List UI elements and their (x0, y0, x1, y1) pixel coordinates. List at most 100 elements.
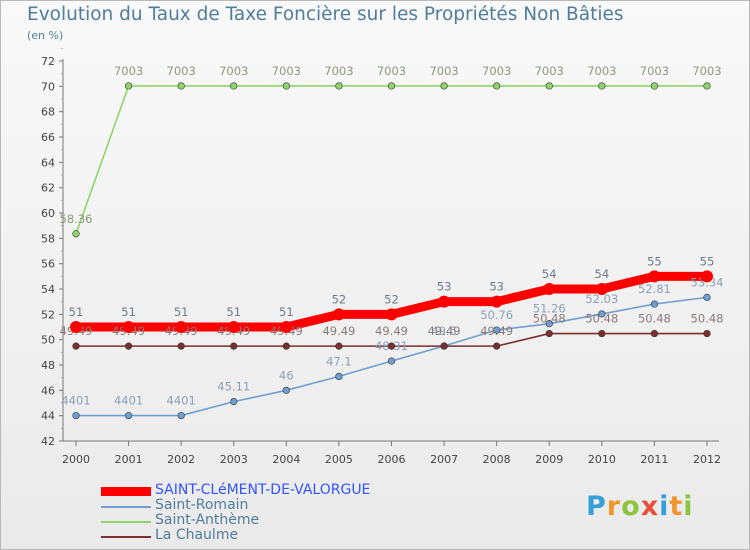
data-label: 45.11 (217, 380, 250, 394)
data-point (387, 82, 396, 90)
data-label: 7003 (692, 64, 721, 78)
data-label: 4401 (167, 394, 196, 408)
data-label: 51.26 (533, 302, 566, 316)
data-label: 53.34 (691, 275, 724, 289)
data-point (335, 372, 343, 381)
y-tick-label: 46 (41, 384, 55, 397)
x-tick-label: 2010 (588, 453, 616, 466)
x-tick-label: 2003 (220, 453, 248, 466)
data-point (438, 295, 451, 308)
data-label: 52.03 (585, 292, 618, 306)
data-point (72, 342, 80, 350)
data-label: 58.36 (60, 212, 93, 226)
y-tick-label: 56 (41, 258, 55, 271)
data-point (385, 308, 398, 321)
data-point (440, 342, 448, 350)
data-label: 51 (174, 305, 189, 319)
y-tick-label: 62 (41, 182, 55, 195)
data-point (545, 82, 553, 90)
legend-swatch (101, 487, 151, 496)
legend-swatch (101, 506, 151, 508)
legend-label: La Chaulme (155, 527, 239, 543)
logo-letter: i (659, 491, 670, 522)
logo-letter: P (586, 491, 607, 522)
y-tick-label: 58 (41, 232, 55, 245)
data-point (387, 357, 396, 365)
x-tick-label: 2002 (167, 453, 195, 466)
y-tick-label: 42 (41, 435, 55, 448)
data-point (230, 342, 238, 350)
y-tick-label: 72 (41, 55, 55, 68)
legend-label: Saint-Anthème (155, 512, 260, 528)
data-point (598, 82, 606, 90)
data-label: 7003 (114, 64, 143, 78)
data-point (335, 342, 343, 350)
data-point (545, 329, 553, 338)
data-point (335, 82, 343, 90)
data-label: 49.5 (431, 324, 457, 338)
legend-label: SAINT-CLéMENT-DE-VALORGUE (155, 482, 371, 498)
data-point (177, 411, 185, 420)
data-point (493, 82, 501, 90)
data-point (72, 230, 80, 238)
data-label: 4401 (114, 394, 143, 408)
proxiti-logo: Proxiti (586, 491, 694, 522)
data-point (703, 329, 711, 338)
data-point (282, 82, 290, 90)
x-tick-label: 2004 (272, 453, 300, 466)
data-label: 4401 (61, 394, 90, 408)
y-tick-label: 68 (41, 106, 55, 119)
data-label: 7003 (377, 64, 406, 78)
data-label: 7003 (587, 64, 616, 78)
data-point (440, 82, 448, 90)
data-point (490, 295, 503, 308)
data-point (122, 321, 135, 333)
data-point (124, 82, 133, 90)
data-label: 7003 (429, 64, 458, 78)
legend-swatch (101, 521, 151, 523)
data-label: 47.1 (326, 354, 352, 368)
data-label: 49.49 (428, 324, 461, 338)
data-point (230, 82, 238, 90)
data-point (175, 321, 188, 333)
data-point (387, 342, 396, 350)
data-label: 49.49 (322, 324, 355, 338)
data-label: 7003 (167, 64, 196, 78)
y-tick-label: 64 (41, 156, 55, 169)
x-tick-label: 2000 (62, 453, 90, 466)
data-point (230, 398, 238, 406)
y-tick-label: 60 (41, 207, 55, 220)
logo-letter: t (669, 491, 684, 522)
data-point (595, 283, 608, 295)
data-point (493, 342, 501, 350)
data-point (70, 321, 82, 333)
y-tick-label: 48 (41, 359, 55, 372)
data-label: 46 (279, 368, 294, 382)
x-tick-label: 2008 (483, 453, 511, 466)
data-point (703, 82, 711, 90)
data-label: 50.48 (585, 312, 618, 326)
x-tick-label: 2009 (535, 453, 563, 466)
data-point (650, 82, 659, 90)
data-point (124, 342, 133, 350)
data-point (282, 342, 290, 350)
x-tick-label: 2011 (640, 453, 668, 466)
data-point (543, 283, 556, 295)
data-label: 49.49 (480, 324, 513, 338)
x-tick-label: 2001 (115, 453, 143, 466)
data-point (703, 293, 711, 301)
data-point (598, 310, 606, 318)
data-point (650, 329, 659, 338)
y-tick-label: 54 (41, 283, 55, 296)
data-label: 52 (384, 292, 399, 306)
data-label: 52 (332, 292, 347, 306)
chart-title: Evolution du Taux de Taxe Foncière sur l… (27, 4, 624, 25)
data-label: 49.49 (375, 324, 408, 338)
data-point (598, 329, 606, 338)
data-label: 51 (69, 305, 84, 319)
data-point (280, 321, 293, 333)
data-label: 55 (647, 254, 662, 268)
data-point (72, 411, 80, 420)
